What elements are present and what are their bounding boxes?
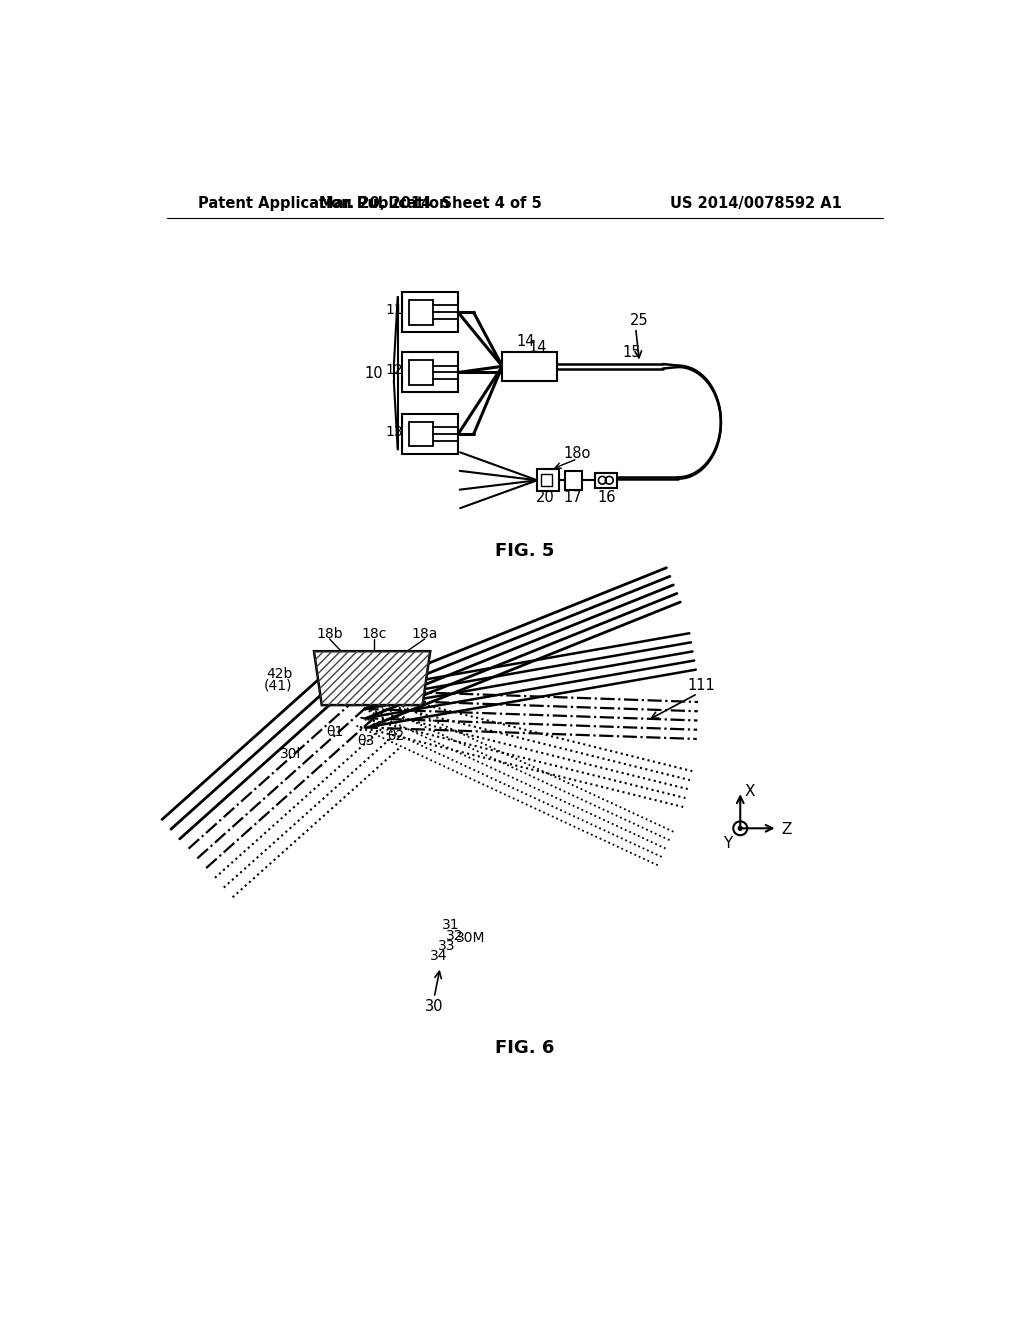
Text: Patent Application Publication: Patent Application Publication — [198, 195, 450, 211]
Text: 16: 16 — [598, 490, 616, 504]
Text: 42b: 42b — [266, 668, 292, 681]
Circle shape — [738, 826, 742, 830]
Bar — [409, 360, 433, 385]
Text: X: X — [744, 784, 755, 799]
Bar — [402, 414, 458, 454]
Text: 11: 11 — [385, 304, 403, 317]
Bar — [503, 351, 557, 381]
Text: 14: 14 — [516, 334, 535, 350]
Text: Y: Y — [723, 836, 732, 851]
Text: FIG. 5: FIG. 5 — [496, 543, 554, 560]
Text: Mar. 20, 2014  Sheet 4 of 5: Mar. 20, 2014 Sheet 4 of 5 — [318, 195, 542, 211]
Text: θ1: θ1 — [327, 725, 344, 739]
Text: 18a: 18a — [412, 627, 438, 642]
Text: (41): (41) — [264, 678, 292, 692]
Text: 30M: 30M — [456, 932, 485, 945]
Bar — [538, 470, 559, 491]
Text: 34: 34 — [430, 949, 447, 964]
Bar — [409, 300, 433, 325]
Bar — [402, 352, 458, 392]
Text: θ2: θ2 — [387, 729, 404, 743]
Bar — [565, 471, 583, 490]
Text: FIG. 6: FIG. 6 — [496, 1039, 554, 1057]
Text: 111: 111 — [688, 678, 716, 693]
Text: US 2014/0078592 A1: US 2014/0078592 A1 — [671, 195, 843, 211]
Bar — [409, 422, 433, 446]
Text: 33: 33 — [438, 939, 456, 953]
Text: 15: 15 — [623, 345, 641, 360]
Text: 31: 31 — [442, 917, 460, 932]
Text: 17: 17 — [563, 490, 583, 504]
Bar — [402, 293, 458, 333]
Text: 30: 30 — [425, 999, 443, 1015]
Text: 18b: 18b — [316, 627, 343, 642]
Text: 18o: 18o — [564, 446, 591, 461]
Text: 18c: 18c — [361, 627, 387, 642]
Text: 20: 20 — [536, 490, 554, 504]
Text: 30l: 30l — [280, 747, 301, 760]
Text: θ3: θ3 — [357, 734, 375, 748]
Text: 14: 14 — [528, 339, 547, 355]
Bar — [541, 474, 552, 487]
Polygon shape — [314, 651, 430, 705]
Text: 13: 13 — [385, 425, 403, 438]
Text: 12: 12 — [385, 363, 403, 378]
Text: 25: 25 — [630, 313, 649, 327]
Bar — [595, 473, 617, 488]
Text: 32: 32 — [445, 929, 463, 942]
Text: Z: Z — [781, 822, 792, 837]
Text: 10: 10 — [365, 366, 383, 380]
